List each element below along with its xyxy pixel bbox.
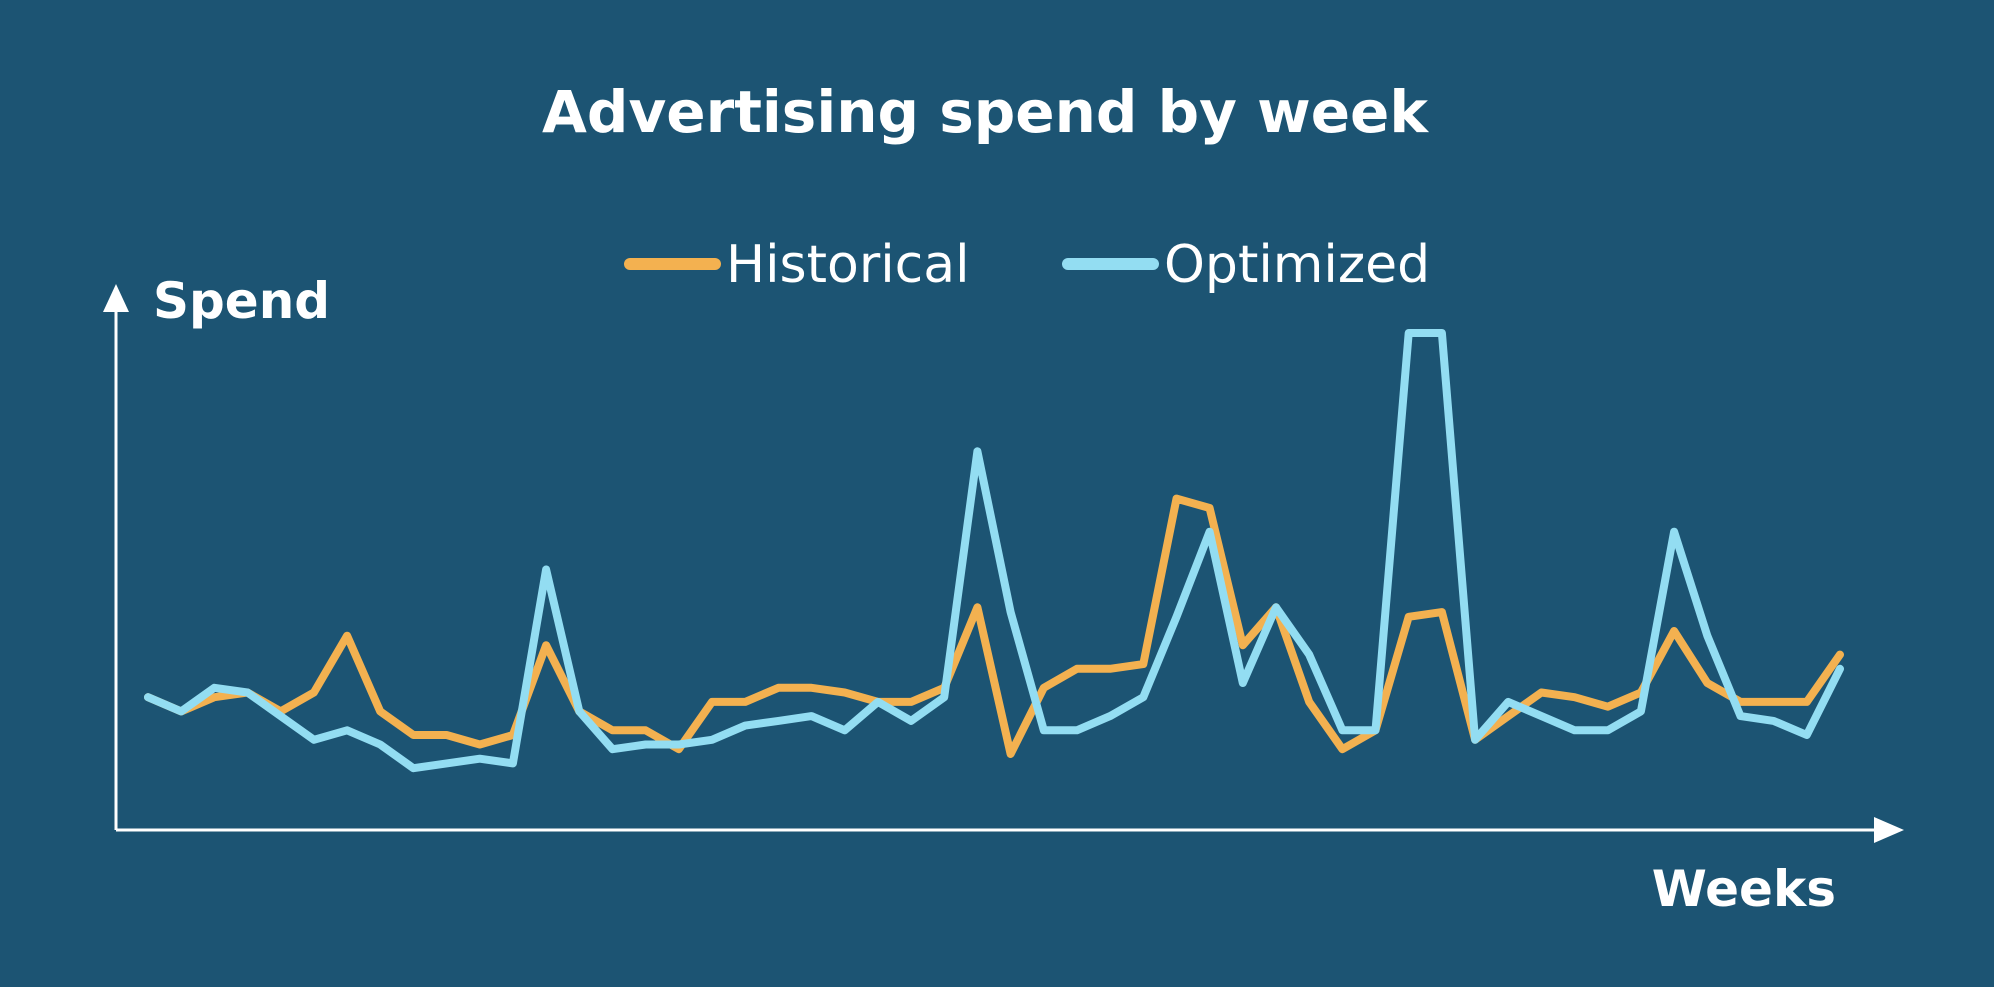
series-line-historical [144,494,1844,758]
legend: Historical Optimized [624,235,1430,295]
series-line-optimized [144,329,1844,773]
chart-title: Advertising spend by week [542,78,1429,146]
x-axis-arrow-icon [1874,817,1904,843]
series-optimized [144,329,1844,773]
y-axis-label: Spend [153,272,330,330]
series-layer [144,329,1844,773]
x-axis-label: Weeks [1652,860,1836,918]
y-axis-arrow-icon [103,284,129,312]
legend-label-historical: Historical [726,235,970,295]
legend-label-optimized: Optimized [1164,235,1430,295]
